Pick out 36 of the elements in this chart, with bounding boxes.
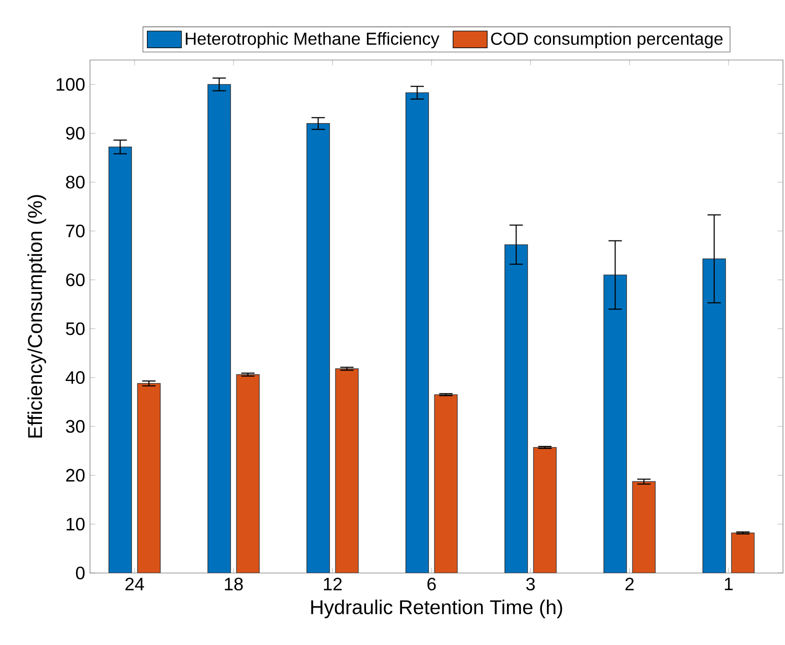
bar: [236, 374, 260, 573]
bar: [504, 244, 528, 573]
y-tick-label: 100: [56, 78, 85, 91]
bar: [603, 274, 627, 573]
bar: [434, 394, 458, 573]
x-tick-label: 2: [625, 578, 634, 590]
bar: [533, 447, 557, 573]
bar: [335, 368, 359, 573]
y-tick-label: 90: [66, 126, 85, 140]
bar: [405, 92, 429, 573]
x-axis-title: Hydraulic Retention Time (h): [311, 600, 562, 618]
x-tick-label: 1: [724, 578, 733, 590]
x-tick-label: 24: [125, 578, 144, 590]
y-tick-label: 10: [66, 518, 85, 530]
bar: [137, 383, 161, 573]
y-tick-label: 80: [66, 176, 85, 188]
x-tick-label: 6: [427, 578, 436, 590]
legend-label: COD consumption percentage: [491, 32, 723, 48]
bar: [731, 532, 755, 573]
y-tick-label: 30: [66, 420, 85, 433]
y-tick-label: 50: [66, 322, 85, 336]
bar: [306, 123, 330, 573]
legend-label: Heterotrophic Methane Efficiency: [186, 32, 440, 48]
bar: [702, 258, 726, 573]
bar: [632, 481, 656, 573]
y-tick-label: 40: [66, 371, 85, 384]
x-tick-label: 12: [324, 578, 342, 590]
y-tick-label: 20: [66, 468, 85, 482]
bar: [207, 84, 231, 573]
y-tick-label: 0: [76, 566, 85, 580]
y-axis-title: Efficiency/Consumption (%): [27, 195, 46, 438]
x-tick-label: 3: [526, 578, 535, 590]
y-tick-label: 70: [66, 224, 85, 238]
y-tick-label: 60: [66, 273, 85, 286]
x-tick-label: 18: [224, 578, 243, 590]
bar: [108, 146, 132, 573]
